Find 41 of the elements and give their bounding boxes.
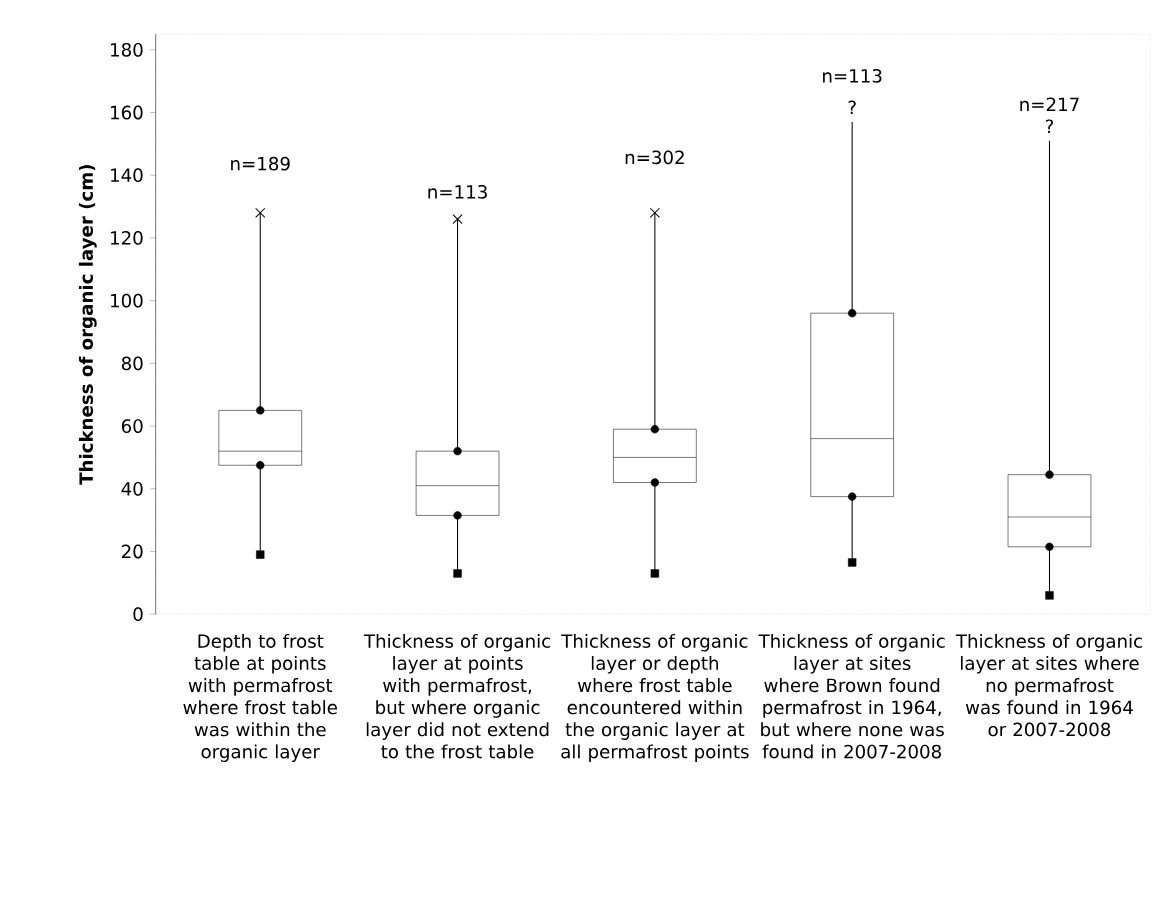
point bbox=[1045, 591, 1054, 600]
point bbox=[848, 492, 857, 501]
point bbox=[452, 213, 463, 225]
y-tick-label: 20 bbox=[121, 544, 143, 559]
point bbox=[256, 460, 265, 470]
annotation: n=113 bbox=[428, 184, 487, 199]
x-tick-label: Thickness of organic layer or depth where frost table encountered within the organic layer at all permafrost points bbox=[561, 633, 749, 762]
point bbox=[1045, 470, 1054, 479]
point bbox=[453, 569, 462, 578]
annotation: n=189 bbox=[231, 156, 290, 171]
x-tick-label: Depth to frost table at points with permafrost where frost table was within the organic layer bbox=[183, 633, 337, 762]
x-tick-label: Thickness of organic layer at points with permafrost, but where organic layer did not extend to the frost table bbox=[363, 633, 551, 759]
y-tick-label: 140 bbox=[111, 168, 143, 182]
annotation: n=217 bbox=[1020, 97, 1079, 111]
y-tick-label: 160 bbox=[111, 105, 143, 120]
point bbox=[848, 308, 857, 318]
y-tick-label: 0 bbox=[133, 607, 143, 621]
annotation: n=113 bbox=[823, 68, 882, 83]
point bbox=[453, 446, 462, 456]
y-tick-label: 100 bbox=[111, 293, 143, 308]
annotation: n=302 bbox=[625, 150, 684, 165]
y-tick-label: 80 bbox=[121, 356, 143, 371]
y-tick-label: 180 bbox=[111, 42, 143, 57]
y-tick-label: 120 bbox=[111, 230, 143, 245]
annotation: ? bbox=[848, 100, 856, 114]
point bbox=[650, 478, 660, 487]
point bbox=[1045, 542, 1054, 551]
y-axis-title: Thickness of organic layer (cm) bbox=[78, 164, 97, 485]
x-tick-label: Thickness of organic layer at sites where Brown found permafrost in 1964, but where none was found in 2007-2008 bbox=[758, 633, 945, 759]
point bbox=[650, 569, 660, 578]
y-tick-label: 40 bbox=[121, 481, 143, 496]
annotation: ? bbox=[1045, 119, 1054, 133]
y-tick-label: 60 bbox=[121, 418, 143, 433]
point bbox=[255, 207, 266, 218]
point bbox=[848, 558, 857, 567]
x-tick-label: Thickness of organic layer at sites where no permafrost was found in 1964 or 2007-2008 bbox=[955, 633, 1143, 737]
point bbox=[650, 424, 660, 434]
point bbox=[256, 550, 265, 559]
point bbox=[453, 511, 462, 520]
point bbox=[256, 406, 265, 415]
point bbox=[649, 207, 660, 218]
